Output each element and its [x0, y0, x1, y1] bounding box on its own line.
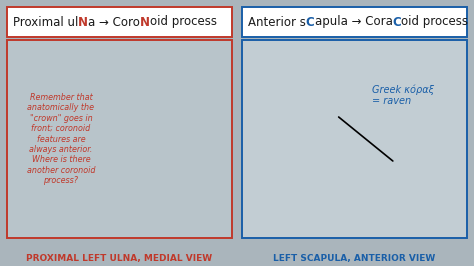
FancyBboxPatch shape: [242, 7, 467, 37]
Text: Remember that
anatomically the
"crown" goes in
front; coronoid
features are
alwa: Remember that anatomically the "crown" g…: [27, 93, 95, 185]
Text: Anterior s: Anterior s: [248, 15, 306, 28]
FancyBboxPatch shape: [7, 7, 232, 37]
Text: N: N: [140, 15, 150, 28]
Text: N: N: [78, 15, 88, 28]
FancyBboxPatch shape: [7, 40, 232, 238]
Text: C: C: [306, 15, 315, 28]
FancyBboxPatch shape: [242, 40, 467, 238]
Text: LEFT SCAPULA, ANTERIOR VIEW: LEFT SCAPULA, ANTERIOR VIEW: [273, 253, 436, 263]
Text: oid process: oid process: [401, 15, 468, 28]
Text: Greek κόραξ
= raven: Greek κόραξ = raven: [373, 84, 435, 106]
Text: Proximal ul: Proximal ul: [13, 15, 78, 28]
Text: a → Coro: a → Coro: [88, 15, 140, 28]
Text: PROXIMAL LEFT ULNA, MEDIAL VIEW: PROXIMAL LEFT ULNA, MEDIAL VIEW: [27, 253, 212, 263]
Text: C: C: [392, 15, 401, 28]
Text: oid process: oid process: [150, 15, 217, 28]
Text: apula → Cora: apula → Cora: [315, 15, 392, 28]
